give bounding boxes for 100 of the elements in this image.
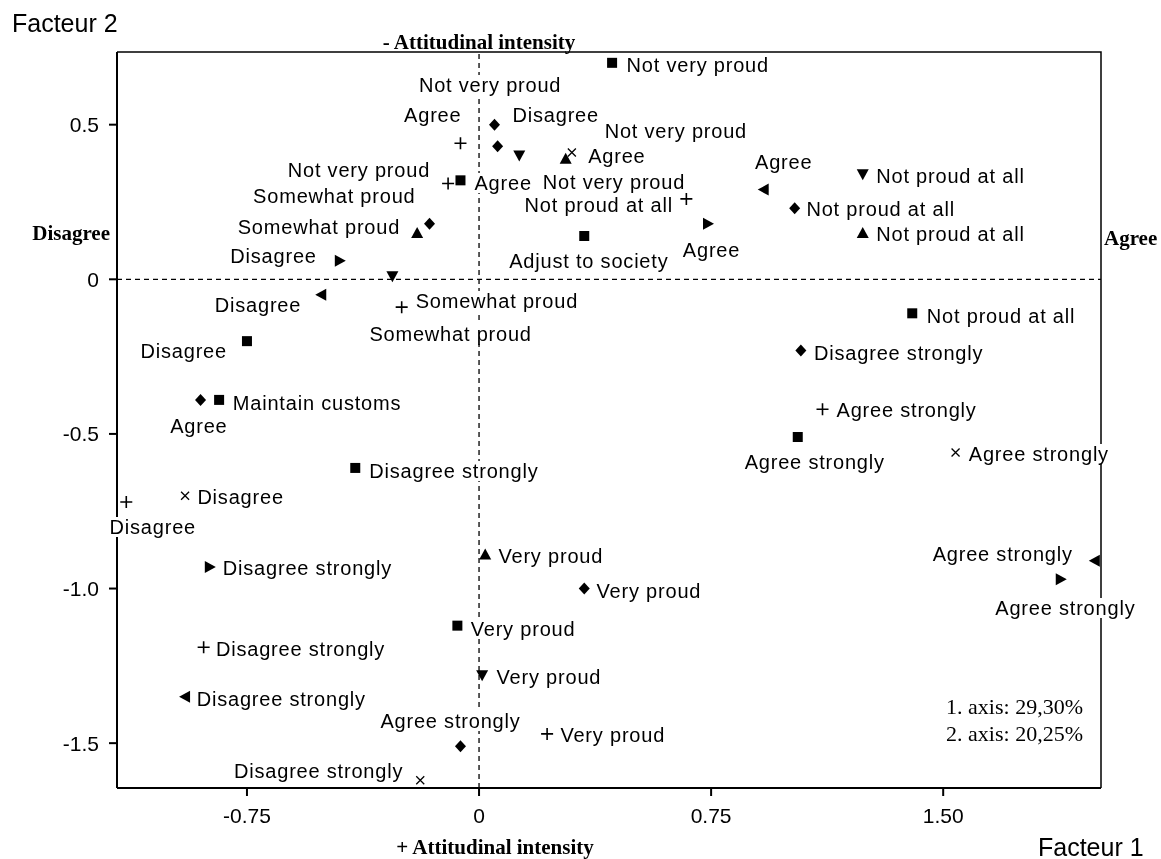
point: [476, 670, 489, 682]
point: [489, 118, 501, 131]
annotation: Not proud at all: [876, 222, 1025, 245]
annotation: Maintain customs: [232, 392, 402, 415]
point: [453, 136, 468, 151]
point: [1055, 573, 1067, 586]
point: [950, 447, 961, 458]
annotation: Agree strongly: [836, 399, 977, 422]
annotation: Disagree strongly: [222, 557, 393, 580]
annotation: Disagree: [512, 103, 599, 126]
annotation: Disagree: [140, 340, 227, 363]
annotation: Very proud: [498, 544, 604, 567]
annotation: Very proud: [596, 579, 702, 602]
annotation: Agree strongly: [932, 543, 1073, 565]
annotation: Agree: [682, 238, 741, 261]
annotation: Adjust to society: [509, 250, 669, 272]
point: [454, 740, 466, 753]
annotation: Disagree: [109, 515, 197, 538]
annotation: Somewhat proud: [369, 323, 532, 346]
point: [795, 344, 807, 357]
point: [424, 217, 436, 230]
annotation: Disagree strongly: [215, 637, 386, 660]
point: [540, 727, 554, 741]
annotation: Disagree strongly: [196, 688, 366, 711]
annotation: Agree strongly: [995, 596, 1136, 619]
y-tick-label: 0.5: [69, 113, 99, 137]
point: [386, 271, 399, 283]
point: [455, 175, 466, 186]
x-tick-label: 0: [473, 803, 485, 827]
point: [204, 560, 216, 573]
point: [415, 775, 425, 785]
annotation: 2. axis: 20,25%: [946, 721, 1083, 746]
point: [441, 176, 455, 191]
point: [578, 582, 590, 595]
point: [856, 169, 869, 181]
annotation: Agree strongly: [380, 710, 521, 733]
point: [195, 393, 207, 406]
point: [119, 495, 134, 509]
annotation: Not very proud: [626, 53, 769, 76]
annotation: Disagree strongly: [814, 341, 984, 364]
point: [513, 150, 526, 162]
annotation: Not very proud: [604, 119, 748, 142]
annotation: Very proud: [560, 723, 666, 746]
point: [1088, 554, 1100, 567]
point: [214, 394, 225, 405]
point: [179, 690, 191, 703]
point: [479, 548, 492, 560]
point: [907, 308, 918, 319]
annotation: Agree: [588, 145, 646, 167]
y-tick-label: 0: [87, 267, 99, 291]
annotation: Very proud: [470, 617, 576, 640]
x-tick-label: 1.50: [922, 803, 964, 827]
point: [180, 491, 190, 501]
point: [789, 202, 801, 215]
point: [196, 640, 211, 655]
point: [411, 226, 424, 238]
point: [856, 226, 869, 238]
annotation: Not very proud: [418, 74, 562, 97]
annotation: Not very proud: [542, 170, 686, 193]
point: [703, 217, 715, 230]
annotation: Agree: [404, 103, 462, 126]
annotation: Disagree strongly: [369, 459, 539, 482]
point: [757, 183, 769, 196]
y-tick-label: -1.5: [62, 731, 99, 755]
y-axis-title: Facteur 2: [12, 9, 118, 37]
point: [815, 402, 830, 416]
point: [607, 57, 618, 68]
annotation: Not proud at all: [876, 164, 1025, 187]
x-axis-title: Facteur 1: [1038, 833, 1144, 859]
annotation: Not proud at all: [806, 198, 955, 221]
y-tick-label: -0.5: [62, 422, 99, 446]
point: [350, 462, 361, 473]
text: + Attitudinal intensity: [396, 834, 594, 859]
point: [579, 231, 590, 241]
annotation: Agree strongly: [744, 450, 885, 473]
point: [315, 288, 327, 301]
annotation: Agree: [170, 415, 228, 438]
annotation: Somewhat proud: [237, 215, 401, 238]
point: [241, 336, 252, 347]
point: [334, 254, 346, 267]
text: Disagree: [32, 220, 110, 245]
point: [394, 300, 409, 314]
point: [679, 192, 694, 206]
point: [452, 620, 463, 631]
annotation: Somewhat proud: [253, 184, 416, 207]
x-tick-label: -0.75: [223, 803, 271, 827]
point: [792, 432, 803, 443]
point: [567, 147, 577, 158]
annotation: Not proud at all: [926, 304, 1076, 327]
annotation: Agree: [474, 172, 532, 195]
annotation: Somewhat proud: [415, 289, 579, 312]
annotation: Very proud: [496, 666, 602, 689]
x-tick-label: 0.75: [690, 803, 732, 827]
ref-line-label: Agree: [1104, 226, 1158, 251]
annotation: Agree strongly: [968, 442, 1109, 465]
annotation: Disagree: [214, 293, 302, 316]
annotation: Agree: [755, 150, 813, 173]
annotation: Disagree: [197, 486, 284, 509]
annotation: Disagree strongly: [234, 759, 404, 782]
ref-line-label: - Attitudinal intensity: [382, 30, 576, 54]
